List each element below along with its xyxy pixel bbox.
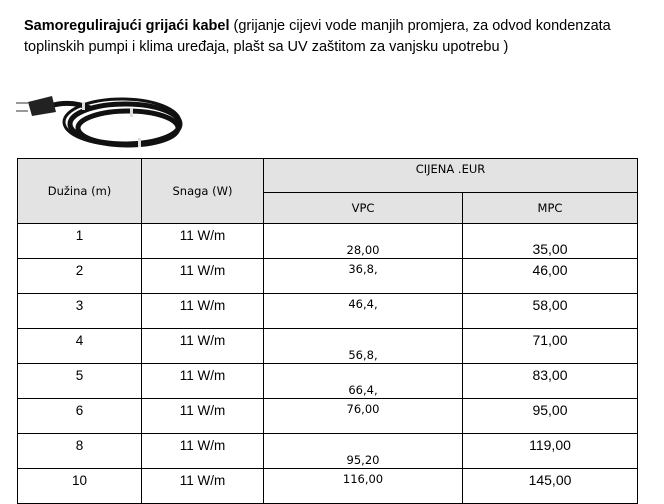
cell-mpc: 95,00 xyxy=(462,398,638,434)
cell-power: 11 W/m xyxy=(141,328,264,364)
cell-mpc: 119,00 xyxy=(462,433,638,469)
cell-length: 6 xyxy=(17,398,142,434)
header-vpc: VPC xyxy=(263,192,463,224)
price-table: Dužina (m) Snaga (W) CIJENA .EUR VPC MPC… xyxy=(17,158,638,504)
table-row: 4 11 W/m 56,8, 71,00 xyxy=(17,328,638,364)
cell-length: 5 xyxy=(17,363,142,399)
cell-vpc: 95,20 xyxy=(263,433,463,469)
cell-length: 1 xyxy=(17,223,142,259)
header-price: CIJENA .EUR xyxy=(263,158,638,193)
cell-length: 4 xyxy=(17,328,142,364)
cell-mpc: 83,00 xyxy=(462,363,638,399)
header-length: Dužina (m) xyxy=(17,158,142,224)
table-row: 2 11 W/m 36,8, 46,00 xyxy=(17,258,638,294)
cell-mpc: 145,00 xyxy=(462,468,638,504)
product-title: Samoregulirajući grijaći kabel xyxy=(24,18,230,34)
header-power: Snaga (W) xyxy=(141,158,264,224)
table-row: 5 11 W/m 66,4, 83,00 xyxy=(17,363,638,399)
cell-vpc: 56,8, xyxy=(263,328,463,364)
cell-power: 11 W/m xyxy=(141,258,264,294)
cell-vpc: 76,00 xyxy=(263,398,463,434)
cell-power: 11 W/m xyxy=(141,223,264,259)
cell-power: 11 W/m xyxy=(141,433,264,469)
cell-length: 2 xyxy=(17,258,142,294)
cell-mpc: 46,00 xyxy=(462,258,638,294)
cell-vpc: 116,00 xyxy=(263,468,463,504)
heating-cable-photo xyxy=(10,86,185,158)
cell-vpc: 36,8, xyxy=(263,258,463,294)
product-details: (grijanje cijevi vode manjih promjera, z… xyxy=(24,18,611,55)
table-row: 10 11 W/m 116,00 145,00 xyxy=(17,468,638,504)
cell-mpc: 35,00 xyxy=(462,223,638,259)
cell-vpc: 66,4, xyxy=(263,363,463,399)
cell-vpc: 46,4, xyxy=(263,293,463,329)
cell-power: 11 W/m xyxy=(141,293,264,329)
cell-vpc: 28,00 xyxy=(263,223,463,259)
cell-length: 8 xyxy=(17,433,142,469)
table-row: 1 11 W/m 28,00 35,00 xyxy=(17,223,638,259)
table-row: 3 11 W/m 46,4, 58,00 xyxy=(17,293,638,329)
cell-length: 3 xyxy=(17,293,142,329)
table-row: 8 11 W/m 95,20 119,00 xyxy=(17,433,638,469)
header-mpc: MPC xyxy=(462,192,638,224)
cell-power: 11 W/m xyxy=(141,398,264,434)
product-description: Samoregulirajući grijaći kabel (grijanje… xyxy=(24,16,664,58)
cell-power: 11 W/m xyxy=(141,363,264,399)
cell-length: 10 xyxy=(17,468,142,504)
cell-mpc: 71,00 xyxy=(462,328,638,364)
table-row: 6 11 W/m 76,00 95,00 xyxy=(17,398,638,434)
cell-mpc: 58,00 xyxy=(462,293,638,329)
cell-power: 11 W/m xyxy=(141,468,264,504)
